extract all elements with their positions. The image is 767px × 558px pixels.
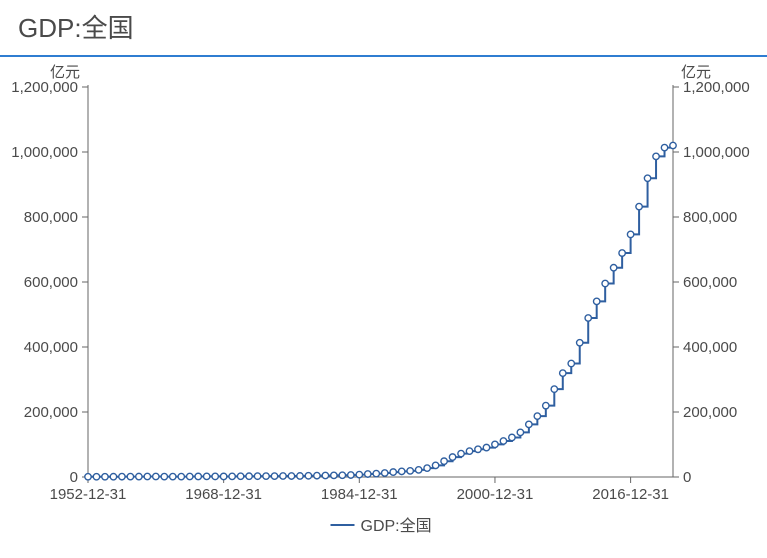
data-marker: [551, 386, 557, 392]
line-chart: 亿元亿元00200,000200,000400,000400,000600,00…: [0, 57, 767, 537]
data-marker: [577, 340, 583, 346]
data-marker: [102, 474, 108, 480]
x-tick-label: 1984-12-31: [321, 486, 398, 503]
y-tick-label-left: 1,200,000: [11, 79, 78, 96]
y-tick-label-left: 400,000: [24, 339, 78, 356]
y-tick-label-right: 200,000: [683, 404, 737, 421]
data-marker: [119, 473, 125, 479]
data-marker: [305, 473, 311, 479]
x-tick-label: 1968-12-31: [185, 486, 262, 503]
data-marker: [517, 429, 523, 435]
chart-title: GDP:全国: [18, 13, 134, 43]
data-marker: [441, 458, 447, 464]
data-marker: [373, 470, 379, 476]
data-marker: [390, 469, 396, 475]
data-marker: [398, 468, 404, 474]
data-marker: [670, 142, 676, 148]
data-marker: [449, 454, 455, 460]
data-marker: [424, 465, 430, 471]
data-marker: [288, 473, 294, 479]
y-tick-label-right: 800,000: [683, 209, 737, 226]
data-marker: [543, 402, 549, 408]
data-marker: [297, 473, 303, 479]
data-marker: [415, 467, 421, 473]
data-marker: [560, 370, 566, 376]
data-marker: [220, 473, 226, 479]
data-marker: [229, 473, 235, 479]
data-marker: [492, 441, 498, 447]
data-marker: [602, 280, 608, 286]
legend-label: GDP:全国: [361, 517, 432, 535]
chart-container: 亿元亿元00200,000200,000400,000400,000600,00…: [0, 57, 767, 537]
data-marker: [568, 360, 574, 366]
data-marker: [348, 472, 354, 478]
data-marker: [170, 473, 176, 479]
data-marker: [432, 462, 438, 468]
data-marker: [280, 473, 286, 479]
data-marker: [110, 474, 116, 480]
data-marker: [144, 473, 150, 479]
data-marker: [127, 473, 133, 479]
data-marker: [161, 473, 167, 479]
data-marker: [85, 474, 91, 480]
data-marker: [534, 413, 540, 419]
data-marker: [610, 265, 616, 271]
data-marker: [466, 448, 472, 454]
data-marker: [509, 434, 515, 440]
data-marker: [203, 473, 209, 479]
y-tick-label-right: 400,000: [683, 339, 737, 356]
data-marker: [331, 472, 337, 478]
data-marker: [237, 473, 243, 479]
data-marker: [153, 473, 159, 479]
data-marker: [322, 472, 328, 478]
title-bar: GDP:全国: [0, 0, 767, 57]
x-tick-label: 1952-12-31: [50, 486, 127, 503]
data-marker: [93, 474, 99, 480]
y-tick-label-right: 600,000: [683, 274, 737, 291]
data-marker: [187, 473, 193, 479]
y-tick-label-right: 1,000,000: [683, 144, 750, 161]
data-marker: [356, 471, 362, 477]
data-marker: [365, 471, 371, 477]
data-marker: [271, 473, 277, 479]
y-tick-label-left: 0: [70, 469, 78, 486]
y-tick-label-left: 200,000: [24, 404, 78, 421]
data-marker: [314, 472, 320, 478]
data-marker: [585, 315, 591, 321]
data-marker: [644, 175, 650, 181]
y-tick-label-left: 800,000: [24, 209, 78, 226]
y-tick-label-right: 0: [683, 469, 691, 486]
data-marker: [627, 231, 633, 237]
data-marker: [407, 468, 413, 474]
data-marker: [339, 472, 345, 478]
x-tick-label: 2016-12-31: [592, 486, 669, 503]
y-tick-label-left: 1,000,000: [11, 144, 78, 161]
data-marker: [636, 203, 642, 209]
y-tick-label-left: 600,000: [24, 274, 78, 291]
data-marker: [458, 450, 464, 456]
data-marker: [500, 438, 506, 444]
data-marker: [263, 473, 269, 479]
y-tick-label-right: 1,200,000: [683, 79, 750, 96]
data-marker: [246, 473, 252, 479]
data-marker: [593, 298, 599, 304]
data-marker: [661, 144, 667, 150]
data-marker: [653, 153, 659, 159]
data-marker: [212, 473, 218, 479]
data-marker: [619, 250, 625, 256]
data-marker: [526, 421, 532, 427]
x-tick-label: 2000-12-31: [457, 486, 534, 503]
data-marker: [254, 473, 260, 479]
data-marker: [178, 473, 184, 479]
data-marker: [136, 473, 142, 479]
data-marker: [475, 446, 481, 452]
gdp-line: [88, 146, 673, 477]
data-marker: [483, 444, 489, 450]
data-marker: [195, 473, 201, 479]
data-marker: [382, 470, 388, 476]
